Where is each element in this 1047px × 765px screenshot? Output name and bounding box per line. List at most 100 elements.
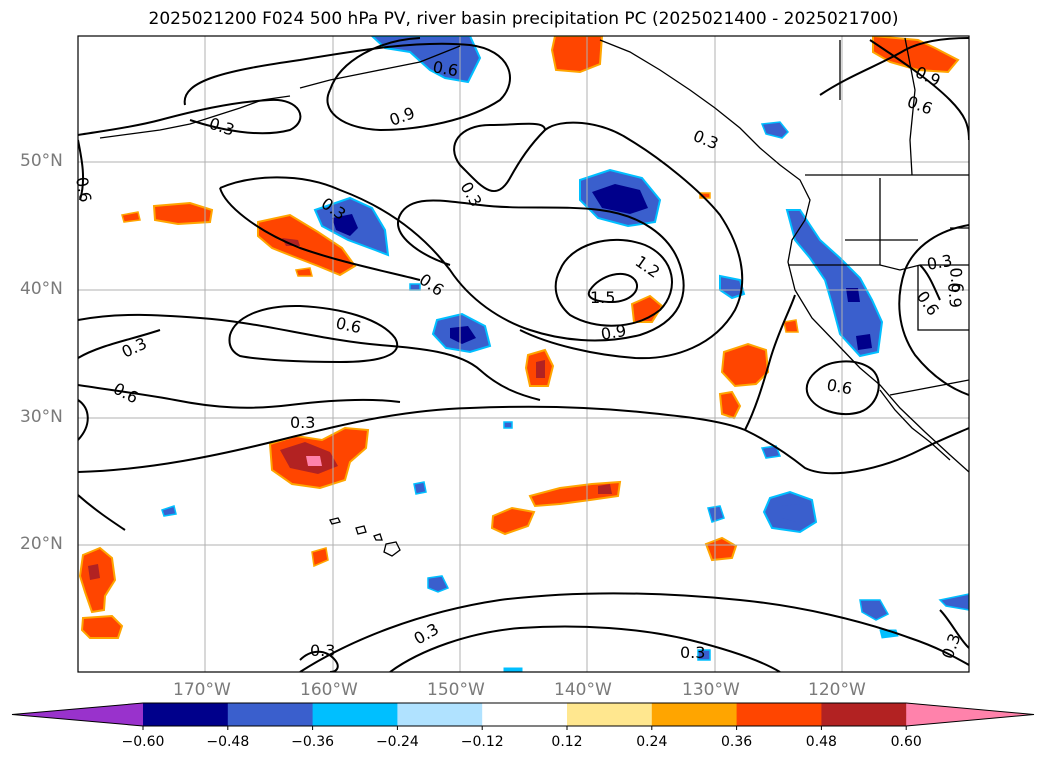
precip-positive-region: [257, 213, 357, 277]
contour-label: 0.6: [946, 267, 967, 294]
colorbar-tick-label: 0.48: [805, 734, 837, 750]
contour-label: 0.6: [825, 375, 853, 398]
colorbar-segment: [312, 703, 398, 726]
colorbar-tick-label: −0.24: [375, 734, 419, 750]
precip-negative-region: [707, 505, 725, 523]
precip-negative-region: [760, 121, 790, 139]
precip-positive-region: [490, 506, 536, 536]
colorbar-tick-label: 0.24: [636, 734, 668, 750]
lat-tick-label: 40°N: [20, 279, 63, 299]
colorbar-tick-label: −0.36: [291, 734, 335, 750]
precip-positive-region: [152, 201, 214, 226]
precip-negative-region: [859, 599, 890, 621]
precip-negative-core: [782, 504, 808, 522]
precip-negative-region: [161, 505, 177, 517]
contour-label: 0.6: [416, 270, 448, 300]
precip-negative-region: [503, 421, 513, 429]
colorbar-tick-label: 0.60: [890, 734, 922, 750]
contour-label: 0.3: [691, 126, 722, 153]
hawaiian-islands: [329, 517, 401, 557]
lon-tick-label: 140°W: [554, 680, 612, 700]
colorbar-segment: [567, 703, 653, 726]
precip-positive-region: [718, 390, 742, 420]
precip-positive-region: [121, 211, 141, 223]
precip-positive-core: [598, 484, 612, 494]
contour-label: 0.6: [913, 287, 943, 319]
precip-negative-region: [760, 445, 782, 459]
precip-positive-region: [872, 36, 960, 74]
lon-tick-label: 160°W: [300, 680, 358, 700]
lon-tick-label: 120°W: [808, 680, 866, 700]
colorbar: [11, 702, 1035, 730]
precip-positive-core: [536, 360, 545, 378]
colorbar-segment: [397, 703, 483, 726]
precip-negative-region: [785, 209, 884, 358]
precip-positive-region: [78, 546, 117, 614]
precip-positive-extreme: [306, 456, 322, 466]
contour-label: 0.6: [72, 175, 95, 203]
lat-tick-label: 30°N: [20, 407, 63, 427]
precip-shading: [78, 36, 969, 672]
map-frame: [77, 35, 970, 673]
precip-positive-region: [295, 267, 313, 277]
contour-label: 0.6: [905, 92, 935, 119]
precip-negative-core: [592, 184, 648, 214]
contour-label: 0.3: [680, 643, 705, 662]
contour-label: 0.3: [207, 114, 237, 140]
precip-positive-region: [80, 614, 124, 639]
precip-positive-region: [528, 480, 622, 508]
colorbar-tick-label: −0.60: [121, 734, 165, 750]
colorbar-segment: [651, 703, 738, 726]
map-title: 2025021200 F024 500 hPa PV, river basin …: [148, 9, 899, 29]
contour-labels: 0.3 0.6 0.9 0.3 0.3 0.6 0.9 0.6 0.3 0.3 …: [72, 57, 967, 662]
colorbar-segment: [143, 703, 229, 726]
colorbar-extend-max: [906, 703, 1034, 726]
colorbar-tick-label: 0.36: [721, 734, 753, 750]
precip-positive-core: [88, 564, 100, 580]
colorbar-extend-min: [12, 703, 143, 726]
lon-tick-label: 130°W: [682, 680, 740, 700]
precip-negative-region: [503, 667, 523, 672]
contour-label: 0.6: [334, 313, 363, 337]
precip-negative-region: [719, 274, 746, 300]
contour-label: 0.6: [431, 57, 459, 80]
contour-label: 0.9: [599, 321, 627, 344]
contour-label: 0.3: [925, 251, 953, 274]
precip-negative-region: [938, 593, 969, 611]
precip-positive-region: [311, 547, 329, 568]
precip-negative-core: [450, 326, 476, 344]
colorbar-segment: [736, 703, 822, 726]
contour-label: 0.9: [944, 282, 965, 309]
precip-positive-region: [550, 36, 604, 74]
precip-negative-region: [427, 575, 450, 593]
contour-label: 0.3: [119, 334, 150, 362]
graticule: [78, 36, 969, 672]
coastlines: [99, 37, 969, 473]
contour-label: 1.2: [632, 252, 664, 282]
precip-negative-core: [332, 214, 358, 236]
contour-label: 0.6: [110, 379, 141, 408]
pv-contours: [78, 37, 969, 672]
precip-negative-region: [697, 649, 711, 661]
lon-tick-label: 170°W: [173, 680, 231, 700]
precip-positive-region: [630, 294, 664, 323]
contour-label: 1.5: [590, 288, 615, 307]
contour-label: 0.3: [411, 619, 443, 648]
precip-positive-region: [704, 536, 738, 562]
contour-label: 0.3: [938, 631, 965, 661]
lon-tick-label: 150°W: [427, 680, 485, 700]
colorbar-tick-label: −0.48: [206, 734, 250, 750]
precip-negative-core: [856, 334, 872, 350]
contour-label: 0.9: [387, 103, 417, 130]
colorbar-segment: [227, 703, 314, 726]
lat-tick-label: 50°N: [20, 151, 63, 171]
colorbar-tick-label: 0.12: [551, 734, 583, 750]
lat-tick-label: 20°N: [20, 534, 63, 554]
precip-negative-core: [846, 288, 860, 302]
colorbar-segment: [482, 703, 568, 726]
colorbar-tick-label: −0.12: [460, 734, 504, 750]
precip-positive-region: [783, 319, 799, 333]
precip-negative-region: [413, 481, 427, 495]
precip-positive-region: [720, 342, 770, 388]
